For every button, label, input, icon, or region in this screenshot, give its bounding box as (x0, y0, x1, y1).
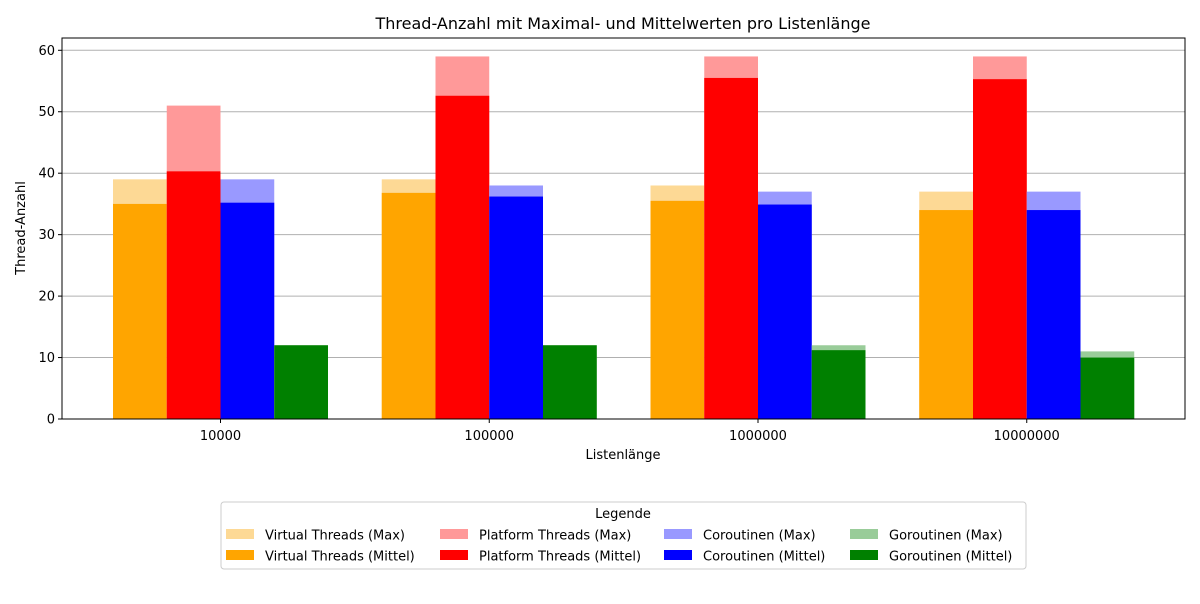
bar-mean (489, 196, 543, 419)
bar-mean (113, 203, 167, 419)
y-tick-label: 20 (38, 290, 55, 305)
x-axis: 10000 100000 1000000 10000000 (200, 419, 1060, 444)
y-axis: 0 10 20 30 40 50 60 (38, 44, 62, 428)
x-tick-label: 1000000 (729, 429, 787, 444)
bar-mean (973, 79, 1027, 419)
bar-mean (220, 202, 275, 419)
bar-mean (758, 204, 812, 419)
x-tick-label: 10000000 (994, 429, 1060, 444)
bar-mean (543, 345, 597, 419)
legend-swatch (850, 550, 878, 560)
x-tick-label: 100000 (464, 429, 514, 444)
y-tick-label: 30 (38, 228, 55, 243)
y-tick-label: 50 (38, 105, 55, 120)
bar-mean (650, 200, 705, 419)
plot-frame (61, 37, 1186, 420)
bar-mean (381, 192, 436, 419)
legend-swatch (226, 550, 254, 560)
bar-mean (435, 95, 490, 419)
legend-label: Coroutinen (Max) (703, 529, 816, 544)
legend-swatch (226, 529, 254, 539)
y-tick-label: 60 (38, 44, 55, 59)
legend-swatch (850, 529, 878, 539)
bar-mean (1080, 357, 1135, 419)
x-tick-label: 10000 (200, 429, 241, 444)
y-tick-label: 0 (47, 413, 55, 428)
legend-label: Platform Threads (Mittel) (479, 550, 641, 565)
bar-mean (919, 210, 973, 419)
legend: Legende Virtual Threads (Max) Virtual Thr… (220, 501, 1027, 570)
legend-label: Virtual Threads (Max) (265, 529, 405, 544)
legend-label: Platform Threads (Max) (479, 529, 631, 544)
y-tick-label: 10 (38, 351, 55, 366)
legend-label: Virtual Threads (Mittel) (265, 550, 415, 565)
bar-mean (811, 350, 866, 419)
x-axis-label: Listenlänge (585, 448, 660, 463)
legend-swatch (664, 550, 692, 560)
legend-swatch (440, 529, 468, 539)
legend-label: Goroutinen (Max) (889, 529, 1003, 544)
chart-title: Thread-Anzahl mit Maximal- und Mittelwer… (375, 14, 871, 33)
y-axis-label: Thread-Anzahl (14, 181, 29, 276)
legend-box (220, 501, 1027, 570)
legend-label: Goroutinen (Mittel) (889, 550, 1012, 565)
bar-mean (274, 345, 328, 419)
bar-mean (166, 171, 221, 419)
legend-swatch (440, 550, 468, 560)
bar-mean (1026, 210, 1081, 419)
legend-label: Coroutinen (Mittel) (703, 550, 825, 565)
legend-swatch (664, 529, 692, 539)
bars (113, 56, 1135, 420)
bar-mean (704, 77, 758, 420)
y-tick-label: 40 (38, 167, 55, 182)
legend-title: Legende (595, 507, 651, 522)
